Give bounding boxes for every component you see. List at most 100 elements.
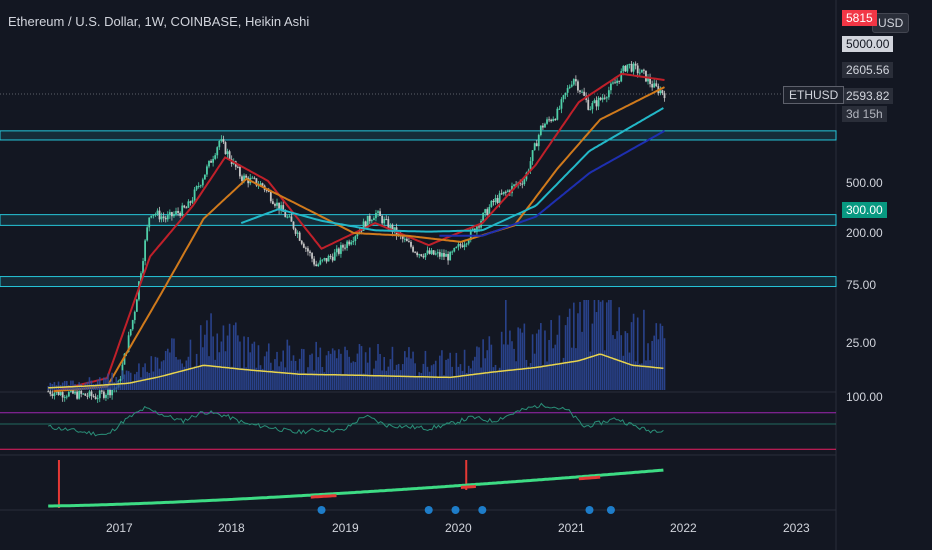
high-price-tag: 5815 [842, 10, 877, 26]
candle-body [206, 166, 208, 175]
volume-bar [655, 323, 658, 390]
volume-bar [226, 335, 229, 390]
volume-bar [187, 356, 190, 390]
candle-body [451, 251, 454, 253]
volume-bar [368, 347, 371, 390]
candle-body [443, 253, 445, 257]
candle-body [537, 134, 540, 147]
volume-bar [125, 370, 128, 390]
candle-body [556, 108, 559, 120]
candle-body [550, 119, 553, 122]
volume-bar [220, 341, 223, 390]
volume-bar [57, 381, 60, 390]
candle-body [502, 191, 505, 195]
candle-body [350, 242, 353, 245]
candle-body [177, 211, 179, 213]
volume-bar [278, 366, 280, 390]
candle-body [261, 183, 264, 186]
candle-body [304, 247, 307, 249]
moving-averages [53, 72, 665, 393]
candle-body [245, 175, 248, 178]
volume-bar [340, 353, 342, 390]
level-300-tag: 300.00 [842, 202, 887, 218]
volume-bar [323, 372, 326, 390]
volume-bar [540, 323, 542, 390]
countdown-tag: 3d 15h [842, 106, 887, 122]
volume-bar [140, 377, 142, 390]
volume-bar [239, 341, 241, 390]
volume-bar [568, 308, 571, 390]
volume-bar [166, 348, 169, 390]
volume-bar [253, 341, 256, 390]
volume-bar [309, 354, 311, 390]
volume-bar [515, 361, 517, 390]
candle-body [360, 230, 363, 232]
candle-body [189, 201, 192, 203]
candle-body [170, 212, 173, 217]
osc-marker [424, 506, 433, 514]
volume-bar [564, 325, 567, 390]
candle-body [447, 254, 449, 261]
candle-body [335, 248, 338, 253]
volume-bar [377, 344, 379, 390]
x-tick-2022: 2022 [670, 521, 697, 535]
candle-body [601, 97, 604, 100]
volume-bar [311, 353, 313, 390]
candle-body [405, 238, 408, 242]
candle-body [560, 99, 563, 109]
volume-bar [562, 357, 565, 390]
volume-bar [589, 351, 592, 390]
candle-body [531, 150, 534, 162]
candle-body [424, 253, 427, 258]
volume-bar [280, 361, 282, 390]
candle-body [574, 79, 577, 82]
price-b-tag: 2593.82 [842, 88, 894, 104]
candle-body [591, 103, 594, 110]
volume-bar [509, 330, 511, 390]
candle-body [593, 100, 596, 104]
volume-bar [412, 351, 414, 390]
volume-bar [573, 302, 575, 390]
candle-body [463, 244, 466, 248]
candle-body [385, 219, 388, 221]
volume-bar [546, 361, 548, 390]
candle-body [659, 90, 662, 94]
candle-body [119, 378, 122, 381]
volume-bar [447, 358, 449, 390]
volume-bar [496, 371, 499, 390]
candle-body [166, 215, 169, 220]
candle-body [661, 90, 664, 94]
volume-bar [577, 313, 579, 390]
volume-bar [426, 366, 429, 390]
candle-body [634, 63, 637, 66]
candle-body [220, 139, 223, 142]
volume-bar [276, 351, 278, 390]
candle-body [94, 396, 97, 400]
volume-bar [325, 355, 328, 390]
volume-bar [148, 372, 151, 390]
volume-bar [484, 358, 486, 390]
candle-body [195, 186, 198, 190]
rsi-tick-100: 100.00 [846, 390, 883, 404]
candle-body [187, 201, 190, 208]
volume-bar [535, 333, 538, 390]
candle-body [158, 210, 161, 220]
candle-body [643, 69, 645, 71]
osc-red-segment [460, 484, 477, 489]
candle-body [632, 63, 635, 72]
volume-bar [131, 381, 134, 390]
volume-bar [537, 329, 540, 390]
candle-body [191, 200, 194, 203]
candle-body [96, 398, 99, 400]
candle-body [197, 185, 200, 187]
candle-body [179, 212, 182, 216]
volume-bar [179, 359, 181, 390]
candle-body [370, 220, 373, 222]
volume-bar [212, 336, 214, 390]
candle-body [432, 250, 435, 255]
candle-body [82, 393, 85, 395]
candle-body [523, 179, 526, 185]
volume-bar [107, 373, 109, 390]
currency-button[interactable]: USD [872, 13, 910, 33]
volume-bar [624, 331, 627, 390]
